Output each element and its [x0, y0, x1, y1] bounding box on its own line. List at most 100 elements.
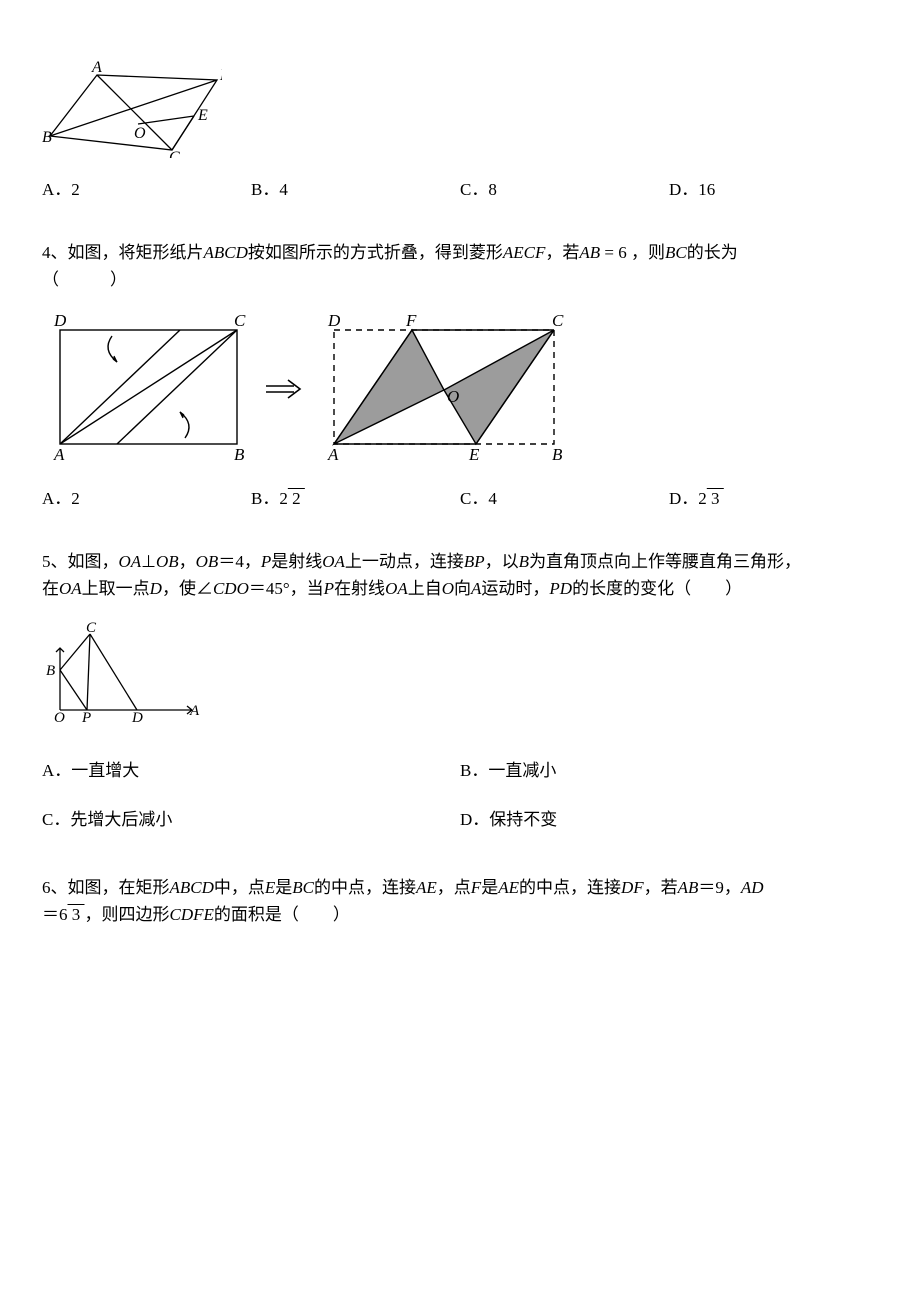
q4-mid: 按如图所示的方式折叠，得到菱形: [248, 243, 503, 262]
q6-m3: 的中点，连接: [314, 878, 416, 897]
q5-m11: 运动时，: [481, 579, 549, 598]
q4-if: ，若: [545, 243, 579, 262]
q4-option-c: C．4: [460, 485, 669, 512]
q4-eq: = 6 ，则: [600, 243, 665, 262]
q5-option-a: A．一直增大: [42, 757, 460, 784]
q5-p: P: [261, 552, 271, 571]
q3-option-d: D．16: [669, 176, 878, 203]
q5-c1: ，: [179, 552, 196, 571]
q6-bc: BC: [292, 878, 314, 897]
q5-ob2: OB: [196, 552, 219, 571]
q4-suffix: 的长为: [687, 243, 738, 262]
q5-l2a: 在: [42, 579, 59, 598]
svg-text:B: B: [234, 445, 245, 464]
svg-text:B: B: [42, 129, 52, 146]
svg-text:C: C: [552, 312, 564, 330]
q5-d: D: [150, 579, 162, 598]
q5-o: O: [442, 579, 454, 598]
q4-ab: AB: [579, 243, 600, 262]
q5-pd: PD: [549, 579, 572, 598]
q3-options-row: A．2 B．4 C．8 D．16: [42, 176, 878, 203]
q6-m4: ，点: [437, 878, 471, 897]
q4-paren: （ ）: [42, 270, 127, 289]
q6-pre: 6、如图，在矩形: [42, 878, 170, 897]
q6-m2: 是: [275, 878, 292, 897]
q3-option-c: C．8: [460, 176, 669, 203]
q5-oa4: OA: [385, 579, 408, 598]
q6-m5: 是: [481, 878, 498, 897]
q5-m6: ，使∠: [162, 579, 213, 598]
q3-figure: A B C D E O: [42, 58, 878, 158]
q4-text: 4、如图，将矩形纸片ABCD按如图所示的方式折叠，得到菱形AECF，若AB = …: [42, 239, 878, 293]
q4-opt-b-pre: B．: [251, 489, 279, 508]
svg-text:A: A: [91, 59, 102, 76]
svg-text:D: D: [327, 312, 341, 330]
q4-option-a: A．2: [42, 485, 251, 512]
svg-text:O: O: [447, 387, 459, 406]
q4-opt-b-math: 2 2: [279, 489, 305, 508]
arrow-icon: [264, 374, 304, 404]
q5-options: A．一直增大 B．一直减小 C．先增大后减小 D．保持不变: [42, 757, 878, 855]
triangle-diagram: O P D A B C: [42, 620, 207, 725]
q6-e: E: [265, 878, 275, 897]
q5-figure: O P D A B C: [42, 620, 878, 725]
q5-option-d: D．保持不变: [460, 806, 878, 833]
fold-after-diagram: D F C A E B O: [316, 312, 571, 467]
q6-ae: AE: [416, 878, 437, 897]
q5-m7: ＝45°，当: [249, 579, 324, 598]
svg-text:F: F: [405, 312, 417, 330]
q6-ab: AB: [678, 878, 699, 897]
q4-option-d: D．2 3: [669, 485, 878, 512]
q4-abcd: ABCD: [204, 243, 248, 262]
q5-eq4: ＝4，: [218, 552, 261, 571]
svg-text:O: O: [54, 710, 65, 725]
q5-oa: OA: [119, 552, 142, 571]
q6-m10: 的面积是（ ）: [214, 905, 350, 924]
q5-bp: BP: [464, 552, 485, 571]
parallelogram-diagram: A B C D E O: [42, 58, 222, 158]
svg-text:A: A: [53, 445, 65, 464]
q5-m3: ，以: [485, 552, 519, 571]
q6-m8: ＝9，: [698, 878, 741, 897]
q5-b: B: [519, 552, 529, 571]
svg-text:B: B: [552, 445, 563, 464]
q4-options-row: A．2 B．2 2 C．4 D．2 3: [42, 485, 878, 512]
q5-m1: 是射线: [271, 552, 322, 571]
q5-1: 5、如图，: [42, 552, 119, 571]
q4-prefix: 4、如图，将矩形纸片: [42, 243, 204, 262]
svg-text:D: D: [53, 312, 67, 330]
q6-df: DF: [621, 878, 644, 897]
q6-abcd: ABCD: [170, 878, 214, 897]
svg-text:O: O: [134, 125, 146, 142]
svg-text:B: B: [46, 663, 55, 679]
fold-before-diagram: D C A B: [42, 312, 252, 467]
q6-ad: AD: [741, 878, 764, 897]
svg-text:D: D: [131, 710, 143, 725]
q6-m6: 的中点，连接: [519, 878, 621, 897]
q5-a: A: [471, 579, 481, 598]
q5-text: 5、如图，OA⊥OB，OB＝4，P是射线OA上一动点，连接BP，以B为直角顶点向…: [42, 548, 878, 602]
q5-ob: OB: [156, 552, 179, 571]
q5-oa2: OA: [322, 552, 345, 571]
svg-text:P: P: [81, 710, 91, 725]
q6-eqpre: ＝: [42, 905, 59, 924]
q6-m1: 中，点: [214, 878, 265, 897]
svg-text:C: C: [169, 149, 180, 158]
q3-option-b: B．4: [251, 176, 460, 203]
q5-option-c: C．先增大后减小: [42, 806, 460, 833]
q5-m4: 为直角顶点向上作等腰直角三角形，: [529, 552, 801, 571]
q5-m5: 上取一点: [82, 579, 150, 598]
svg-text:E: E: [468, 445, 480, 464]
q5-p2: P: [324, 579, 334, 598]
q4-aecf: AECF: [503, 243, 546, 262]
q5-m2: 上一动点，连接: [345, 552, 464, 571]
q6-eqmath: 6 3: [59, 905, 85, 924]
q6-m9: ，则四边形: [85, 905, 170, 924]
q5-m9: 上自: [408, 579, 442, 598]
svg-text:A: A: [189, 703, 200, 719]
q6-cdfe: CDFE: [170, 905, 214, 924]
q5-option-b: B．一直减小: [460, 757, 878, 784]
q4-opt-d-math: 2 3: [698, 489, 724, 508]
q3-option-a: A．2: [42, 176, 251, 203]
svg-text:C: C: [86, 620, 97, 636]
